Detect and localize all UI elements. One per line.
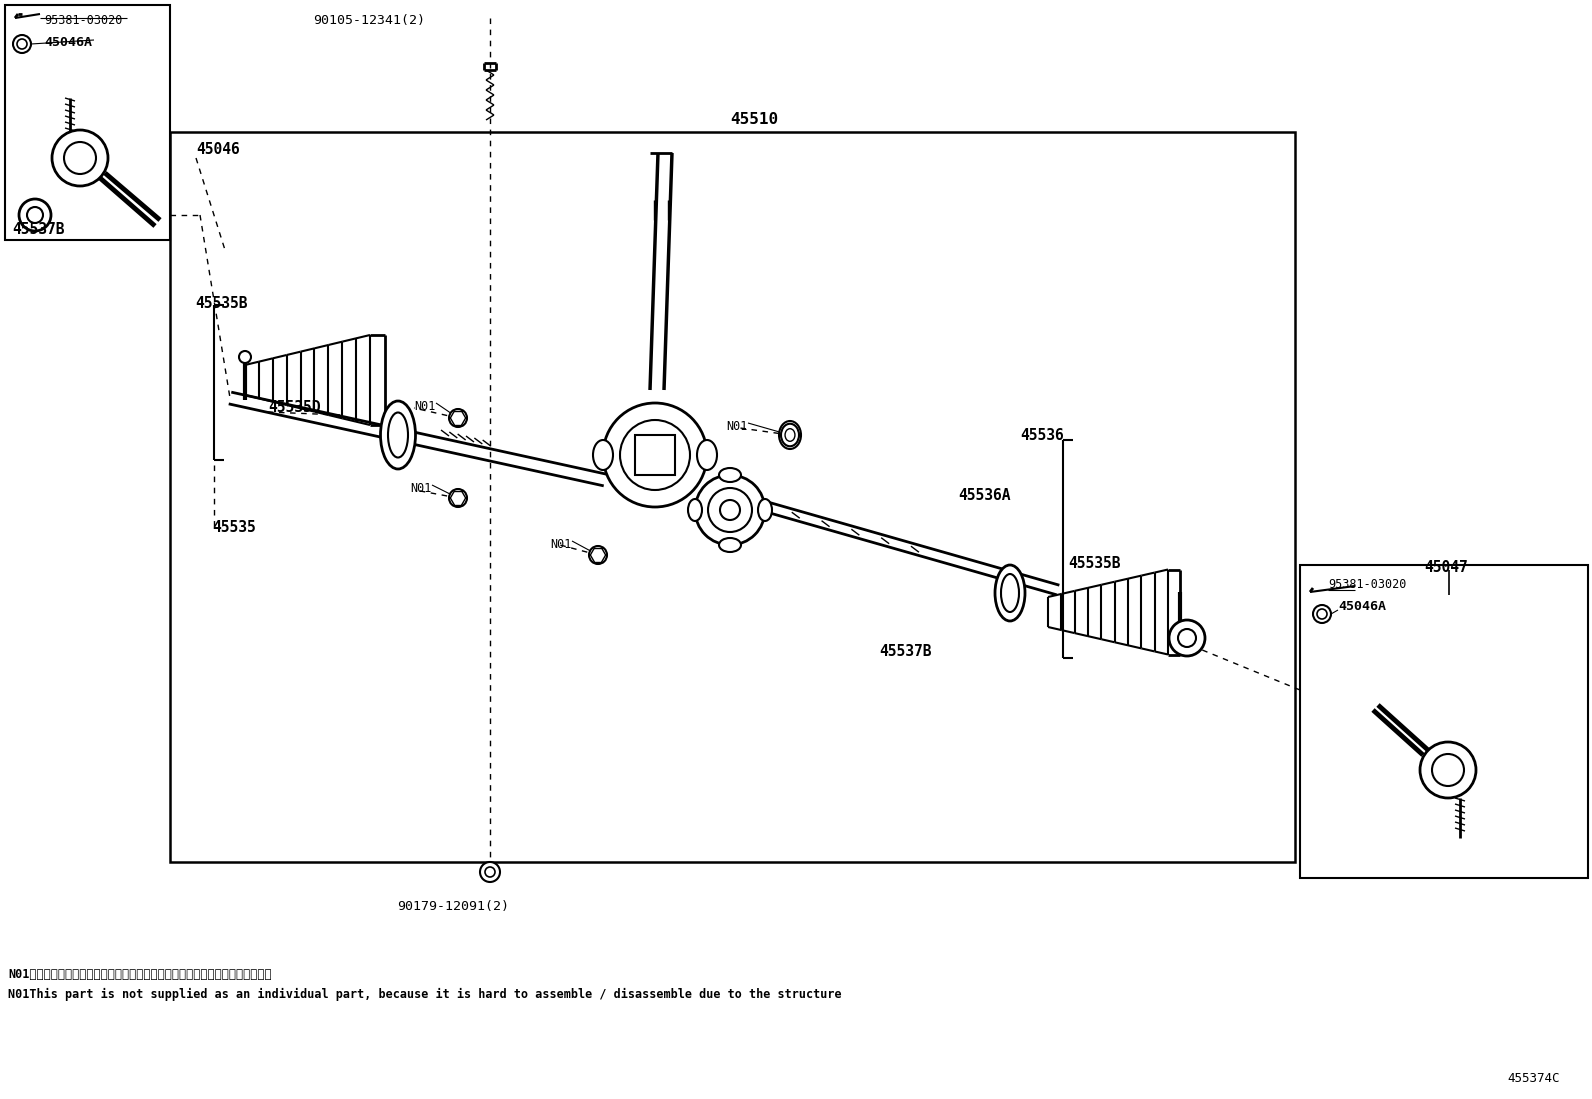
Circle shape (1317, 609, 1328, 619)
Bar (5, 5, 170, 240)
Circle shape (18, 38, 27, 49)
Circle shape (637, 437, 673, 473)
Circle shape (1420, 742, 1476, 798)
Ellipse shape (720, 468, 740, 482)
Ellipse shape (785, 429, 794, 442)
Circle shape (720, 500, 740, 520)
Circle shape (603, 403, 707, 507)
Ellipse shape (782, 424, 799, 446)
Text: 45536A: 45536A (958, 488, 1011, 503)
Circle shape (13, 35, 30, 53)
Ellipse shape (778, 421, 801, 449)
Circle shape (481, 862, 500, 882)
Circle shape (619, 420, 689, 490)
Text: 45535B: 45535B (1068, 556, 1121, 571)
Circle shape (696, 475, 766, 545)
Text: 455374C: 455374C (1508, 1072, 1560, 1085)
Text: 45535D: 45535D (267, 400, 320, 415)
Bar (170, 132, 1294, 862)
Bar (635, 435, 675, 475)
Circle shape (486, 867, 495, 877)
Bar (1301, 565, 1587, 878)
Text: 45046A: 45046A (45, 36, 92, 49)
Text: N01: N01 (411, 482, 431, 495)
Ellipse shape (995, 565, 1025, 621)
Text: 45047: 45047 (1423, 560, 1468, 575)
Circle shape (1173, 631, 1186, 643)
Ellipse shape (688, 499, 702, 521)
Circle shape (19, 199, 51, 231)
Text: 95381-03020: 95381-03020 (45, 14, 123, 27)
Circle shape (589, 546, 607, 564)
Text: 45046: 45046 (196, 142, 240, 157)
Text: 45046A: 45046A (1337, 600, 1387, 613)
Text: N01This part is not supplied as an individual part, because it is hard to assemb: N01This part is not supplied as an indiv… (8, 988, 842, 1001)
Text: N01: N01 (549, 539, 572, 551)
Circle shape (1431, 754, 1465, 786)
Text: 45537B: 45537B (879, 644, 931, 659)
Ellipse shape (1001, 574, 1019, 612)
Circle shape (64, 142, 96, 174)
Circle shape (449, 489, 466, 507)
Circle shape (53, 130, 108, 186)
Text: 45510: 45510 (731, 112, 778, 127)
Ellipse shape (380, 401, 416, 469)
Text: 45536: 45536 (1020, 428, 1063, 443)
Circle shape (239, 351, 252, 363)
Ellipse shape (783, 426, 798, 444)
Circle shape (708, 488, 751, 532)
Ellipse shape (592, 440, 613, 470)
Ellipse shape (697, 440, 716, 470)
Circle shape (27, 207, 43, 223)
Text: 95381-03020: 95381-03020 (1328, 578, 1406, 591)
Circle shape (1169, 620, 1205, 656)
Text: 45535B: 45535B (194, 296, 247, 311)
Text: 90179-12091(2): 90179-12091(2) (396, 900, 509, 913)
Text: 45537B: 45537B (13, 222, 65, 237)
Text: 90105-12341(2): 90105-12341(2) (314, 14, 425, 27)
Text: 45535: 45535 (212, 520, 256, 535)
Ellipse shape (720, 539, 740, 552)
Ellipse shape (758, 499, 772, 521)
Circle shape (1178, 629, 1196, 647)
Circle shape (1313, 606, 1331, 623)
Ellipse shape (388, 412, 408, 457)
Text: N01: N01 (414, 400, 435, 413)
Circle shape (449, 409, 466, 428)
Text: N01: N01 (726, 420, 747, 433)
Text: N01この部品は、構造上分解・組付けが困難なため、単品では補給していません: N01この部品は、構造上分解・組付けが困難なため、単品では補給していません (8, 968, 272, 981)
